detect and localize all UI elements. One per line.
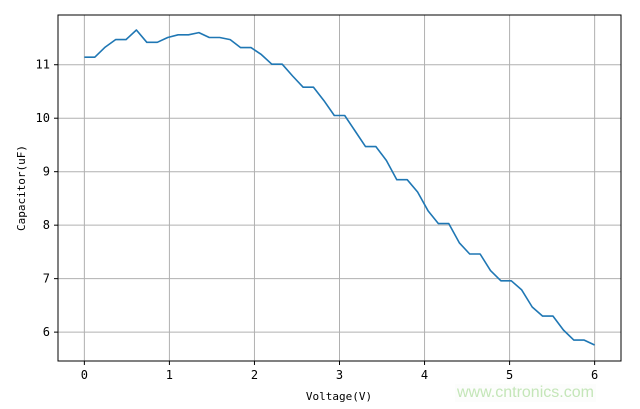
series-points xyxy=(84,29,595,346)
y-tick-label: 8 xyxy=(43,218,50,232)
plot-frame xyxy=(57,14,622,362)
y-tick-label: 6 xyxy=(43,325,50,339)
y-axis-label: Capacitor(uF) xyxy=(15,145,28,231)
x-tick-label: 4 xyxy=(421,368,428,382)
x-axis-label: Voltage(V) xyxy=(306,390,372,403)
y-tick-label: 7 xyxy=(43,272,50,286)
y-tick-label: 11 xyxy=(36,58,50,72)
x-tick-label: 3 xyxy=(336,368,343,382)
x-tick-label: 2 xyxy=(251,368,258,382)
grid xyxy=(54,15,621,365)
tick-labels: 0 1 2 3 4 5 6 6 7 8 9 10 11 xyxy=(36,58,599,382)
x-tick-label: 6 xyxy=(591,368,598,382)
series-line xyxy=(84,29,595,346)
watermark: www.cntronics.com xyxy=(455,384,596,402)
x-tick-label: 1 xyxy=(166,368,173,382)
y-tick-label: 10 xyxy=(36,111,50,125)
x-tick-label: 0 xyxy=(81,368,88,382)
x-tick-label: 5 xyxy=(506,368,513,382)
y-tick-label: 9 xyxy=(43,165,50,179)
